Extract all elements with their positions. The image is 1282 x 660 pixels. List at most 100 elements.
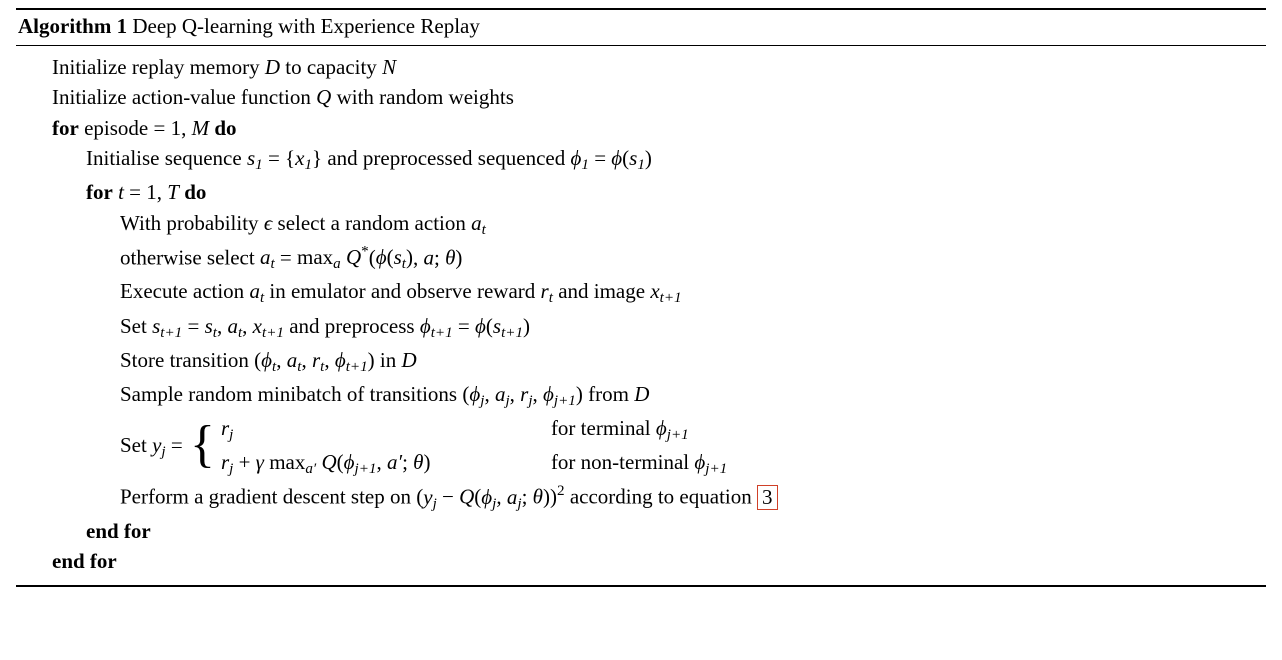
sym-N: N [382, 55, 396, 79]
eq: = [453, 314, 475, 338]
text: according to equation [565, 485, 757, 509]
rparen: ) [550, 485, 557, 509]
sym-phit: ϕt [261, 348, 276, 372]
lbrace: { [285, 146, 295, 170]
sym-phij1: ϕj+1 [656, 416, 689, 440]
eq: = [166, 433, 188, 457]
minus: − [437, 485, 459, 509]
sym-theta: θ [533, 485, 543, 509]
comma: , [217, 314, 228, 338]
rparen: ) [424, 450, 431, 474]
text: 1, [165, 116, 191, 140]
comma: , [376, 450, 387, 474]
eq: = [182, 314, 204, 338]
rparen: ) [368, 348, 375, 372]
sym-Q: Q [316, 85, 331, 109]
algo-line: Sample random minibatch of transitions (… [18, 379, 1264, 413]
sym-aj: aj [495, 382, 510, 406]
algorithm-box: Algorithm 1 Deep Q-learning with Experie… [16, 8, 1266, 587]
sym-phi-of-s1: ϕ(s1) [611, 146, 652, 170]
algo-line: Initialize replay memory D to capacity N [18, 52, 1264, 82]
rparen: ) [576, 382, 583, 406]
eq: = [153, 116, 165, 140]
sym-phi1: ϕ1 [571, 146, 589, 170]
algo-line: Initialize action-value function Q with … [18, 82, 1264, 112]
text: Initialize replay memory [52, 55, 265, 79]
sym-at: at [471, 211, 486, 235]
text: Sample random minibatch of transitions [120, 382, 462, 406]
equation-ref-link[interactable]: 3 [757, 485, 778, 510]
text: to capacity [280, 55, 382, 79]
algorithm-title: Deep Q-learning with Experience Replay [132, 14, 480, 38]
sym-Q: Q [321, 450, 336, 474]
text: Initialise sequence [86, 146, 247, 170]
text: with random weights [331, 85, 514, 109]
comma: , [510, 382, 521, 406]
sym-Q: Q [459, 485, 474, 509]
text: and image [553, 279, 650, 303]
sym-x1: x1 [295, 146, 312, 170]
algo-line: end for [18, 516, 1264, 546]
sym-yj: yj [423, 485, 437, 509]
text: 1, [141, 180, 167, 204]
text: Execute action [120, 279, 249, 303]
sym-xt1: xt+1 [650, 279, 681, 303]
text: Initialize action-value function [52, 85, 316, 109]
piecewise: { rj for terminal ϕj+1 rj + γ maxa′ Q(ϕj… [188, 413, 727, 481]
kw-endfor: end for [86, 519, 151, 543]
semi: ; [434, 245, 445, 269]
comma: , [496, 485, 507, 509]
case1-label: for terminal [551, 416, 656, 440]
text: in [375, 348, 402, 372]
sym-M: M [192, 116, 210, 140]
semi: ; [402, 450, 413, 474]
text: and preprocessed sequenced [322, 146, 570, 170]
sym-eps: ϵ [264, 211, 272, 235]
kw-do: do [179, 180, 206, 204]
kw-endfor: end for [52, 549, 117, 573]
algo-line: for episode = 1, M do [18, 113, 1264, 143]
eq: = [129, 180, 141, 204]
rbrace: } [312, 146, 322, 170]
sym-at: at [287, 348, 302, 372]
algo-line: for t = 1, T do [18, 177, 1264, 207]
sym-t: t [113, 180, 129, 204]
case2-label: for non-terminal [551, 450, 694, 474]
comma: , [242, 314, 253, 338]
comma: , [324, 348, 335, 372]
algo-line: Perform a gradient descent step on (yj −… [18, 481, 1264, 515]
sym-phij1: ϕj+1 [694, 450, 727, 474]
eq: = [263, 146, 285, 170]
algo-line: Store transition (ϕt, at, rt, ϕt+1) in D [18, 345, 1264, 379]
semi: ; [522, 485, 533, 509]
eq: = [589, 146, 611, 170]
sym-D: D [265, 55, 280, 79]
sym-aj: aj [507, 485, 522, 509]
text: With probability [120, 211, 264, 235]
algo-line: Set st+1 = st, at, xt+1 and preprocess ϕ… [18, 311, 1264, 345]
sym-st: st [205, 314, 217, 338]
sym-rt: rt [541, 279, 553, 303]
sym-phi-st: ϕ(st) [376, 245, 413, 269]
comma: , [413, 245, 424, 269]
plus: + [233, 450, 255, 474]
sym-T: T [167, 180, 179, 204]
lparen: ( [369, 245, 376, 269]
comma: , [301, 348, 312, 372]
algo-line: Initialise sequence s1 = {x1} and prepro… [18, 143, 1264, 177]
sym-phit1: ϕt+1 [335, 348, 368, 372]
sym-at: at [260, 245, 275, 269]
sym-phit1: ϕt+1 [420, 314, 453, 338]
comma: , [276, 348, 287, 372]
sym-a: a [423, 245, 434, 269]
sym-xt1: xt+1 [253, 314, 284, 338]
text: otherwise select [120, 245, 260, 269]
sym-gamma: γ [256, 450, 264, 474]
kw-for: for [86, 180, 113, 204]
sym-phi-st1: ϕ(st+1) [475, 314, 530, 338]
lparen: ( [337, 450, 344, 474]
sym-D: D [634, 382, 649, 406]
sym-rt: rt [312, 348, 324, 372]
algo-line: With probability ϵ select a random actio… [18, 208, 1264, 242]
sym-theta: θ [445, 245, 455, 269]
